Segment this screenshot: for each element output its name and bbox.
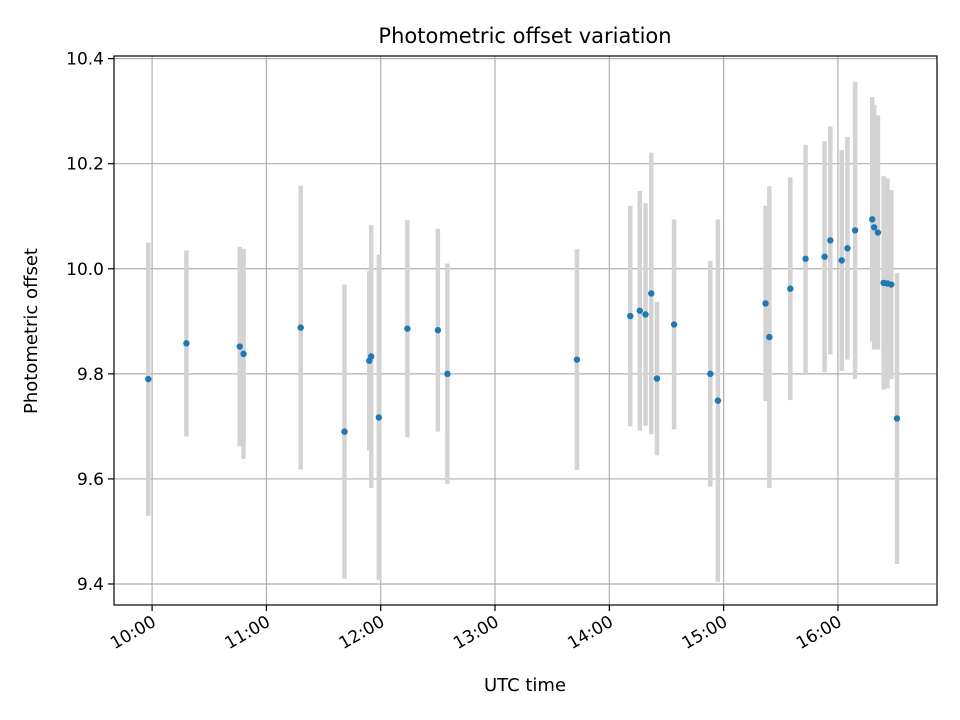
- data-point: [642, 311, 649, 318]
- y-tick-label: 10.2: [66, 155, 104, 175]
- data-point: [787, 285, 794, 292]
- data-point: [648, 290, 655, 297]
- data-point: [802, 255, 809, 262]
- data-point: [838, 257, 845, 264]
- plot-frame: [113, 55, 938, 606]
- data-point: [851, 227, 859, 234]
- data-point: [893, 415, 901, 422]
- data-point: [636, 307, 644, 314]
- data-point: [236, 343, 243, 350]
- data-point: [145, 375, 152, 383]
- data-points: [145, 216, 901, 435]
- data-point: [827, 237, 834, 244]
- grid: [114, 56, 937, 605]
- y-tick-label: 10.4: [66, 50, 104, 70]
- data-point: [821, 253, 828, 260]
- y-tick-label: 9.6: [77, 470, 104, 490]
- data-point: [766, 333, 773, 341]
- y-tick-label: 9.4: [77, 575, 104, 595]
- data-point: [404, 325, 411, 332]
- data-point: [183, 340, 190, 347]
- data-point: [888, 281, 895, 288]
- data-point: [707, 370, 714, 378]
- data-point: [844, 245, 851, 252]
- y-axis-label: Photometric offset: [21, 248, 42, 414]
- y-axis-ticks: 9.4 9.6 9.8 10.0 10.2 10.4: [66, 50, 114, 595]
- data-point: [434, 327, 442, 334]
- data-point: [573, 356, 581, 363]
- data-point: [714, 397, 722, 404]
- y-tick-label: 10.0: [66, 260, 104, 280]
- data-point: [375, 414, 383, 421]
- chart-title: Photometric offset variation: [378, 24, 671, 48]
- y-tick-label: 9.8: [77, 365, 104, 385]
- data-point: [240, 350, 247, 358]
- data-point: [444, 370, 451, 378]
- data-point: [367, 353, 375, 360]
- x-axis-label: UTC time: [484, 675, 566, 696]
- data-point: [762, 300, 769, 307]
- data-point: [670, 321, 678, 328]
- data-point: [297, 324, 304, 331]
- data-point: [870, 224, 878, 231]
- data-point: [869, 216, 876, 223]
- data-point: [341, 428, 348, 435]
- data-point: [653, 375, 661, 382]
- data-point: [874, 229, 882, 236]
- data-point: [627, 312, 634, 320]
